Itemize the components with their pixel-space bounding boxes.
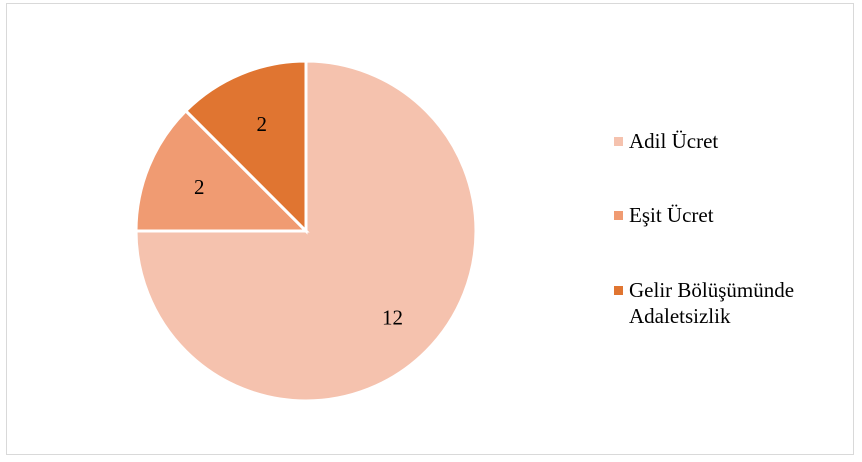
pie-data-labels: 12 2 2 xyxy=(194,112,403,329)
pie-data-label-0: 12 xyxy=(382,306,403,330)
legend-swatch xyxy=(614,137,623,146)
legend-item-adil-ucret: Adil Ücret xyxy=(614,128,839,154)
legend-swatch xyxy=(614,286,623,295)
legend-label: Adil Ücret xyxy=(629,129,719,153)
pie-data-label-2: 2 xyxy=(257,112,268,136)
pie-data-label-1: 2 xyxy=(194,175,205,199)
pie-slice-2 xyxy=(183,59,308,235)
pie-slices xyxy=(134,59,478,403)
legend-swatch xyxy=(614,211,623,220)
legend-item-gelir-bolusumunde-adaletsizlik: Gelir Bölüşümünde Adaletsizlik xyxy=(614,277,839,329)
legend-item-esit-ucret: Eşit Ücret xyxy=(614,202,839,228)
pie-slice-0 xyxy=(134,59,478,403)
legend-label: Gelir Bölüşümünde Adaletsizlik xyxy=(629,278,795,328)
pie-slice-1 xyxy=(134,108,310,233)
legend-label: Eşit Ücret xyxy=(629,203,714,227)
